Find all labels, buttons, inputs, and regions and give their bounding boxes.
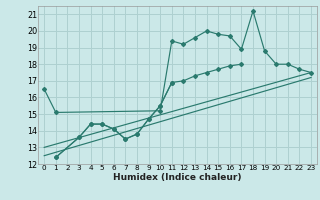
X-axis label: Humidex (Indice chaleur): Humidex (Indice chaleur) bbox=[113, 173, 242, 182]
